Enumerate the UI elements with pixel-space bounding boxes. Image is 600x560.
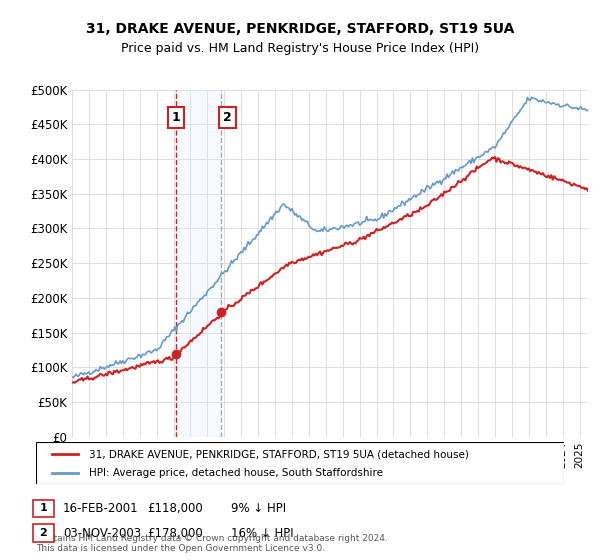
FancyBboxPatch shape [36,442,564,484]
Text: 31, DRAKE AVENUE, PENKRIDGE, STAFFORD, ST19 5UA: 31, DRAKE AVENUE, PENKRIDGE, STAFFORD, S… [86,22,514,36]
Text: 16-FEB-2001: 16-FEB-2001 [63,502,139,515]
Text: 16% ↓ HPI: 16% ↓ HPI [231,526,293,540]
Text: HPI: Average price, detached house, South Staffordshire: HPI: Average price, detached house, Sout… [89,468,383,478]
Bar [176,90,221,437]
Text: 9% ↓ HPI: 9% ↓ HPI [231,502,286,515]
Text: 1: 1 [171,111,180,124]
Text: 2: 2 [223,111,232,124]
Text: £118,000: £118,000 [147,502,203,515]
Text: 2: 2 [40,528,47,538]
Text: 31, DRAKE AVENUE, PENKRIDGE, STAFFORD, ST19 5UA (detached house): 31, DRAKE AVENUE, PENKRIDGE, STAFFORD, S… [89,449,469,459]
Text: £178,000: £178,000 [147,526,203,540]
Text: Price paid vs. HM Land Registry's House Price Index (HPI): Price paid vs. HM Land Registry's House … [121,42,479,55]
Text: Contains HM Land Registry data © Crown copyright and database right 2024.
This d: Contains HM Land Registry data © Crown c… [36,534,388,553]
Text: 1: 1 [40,503,47,514]
Text: 03-NOV-2003: 03-NOV-2003 [63,526,141,540]
